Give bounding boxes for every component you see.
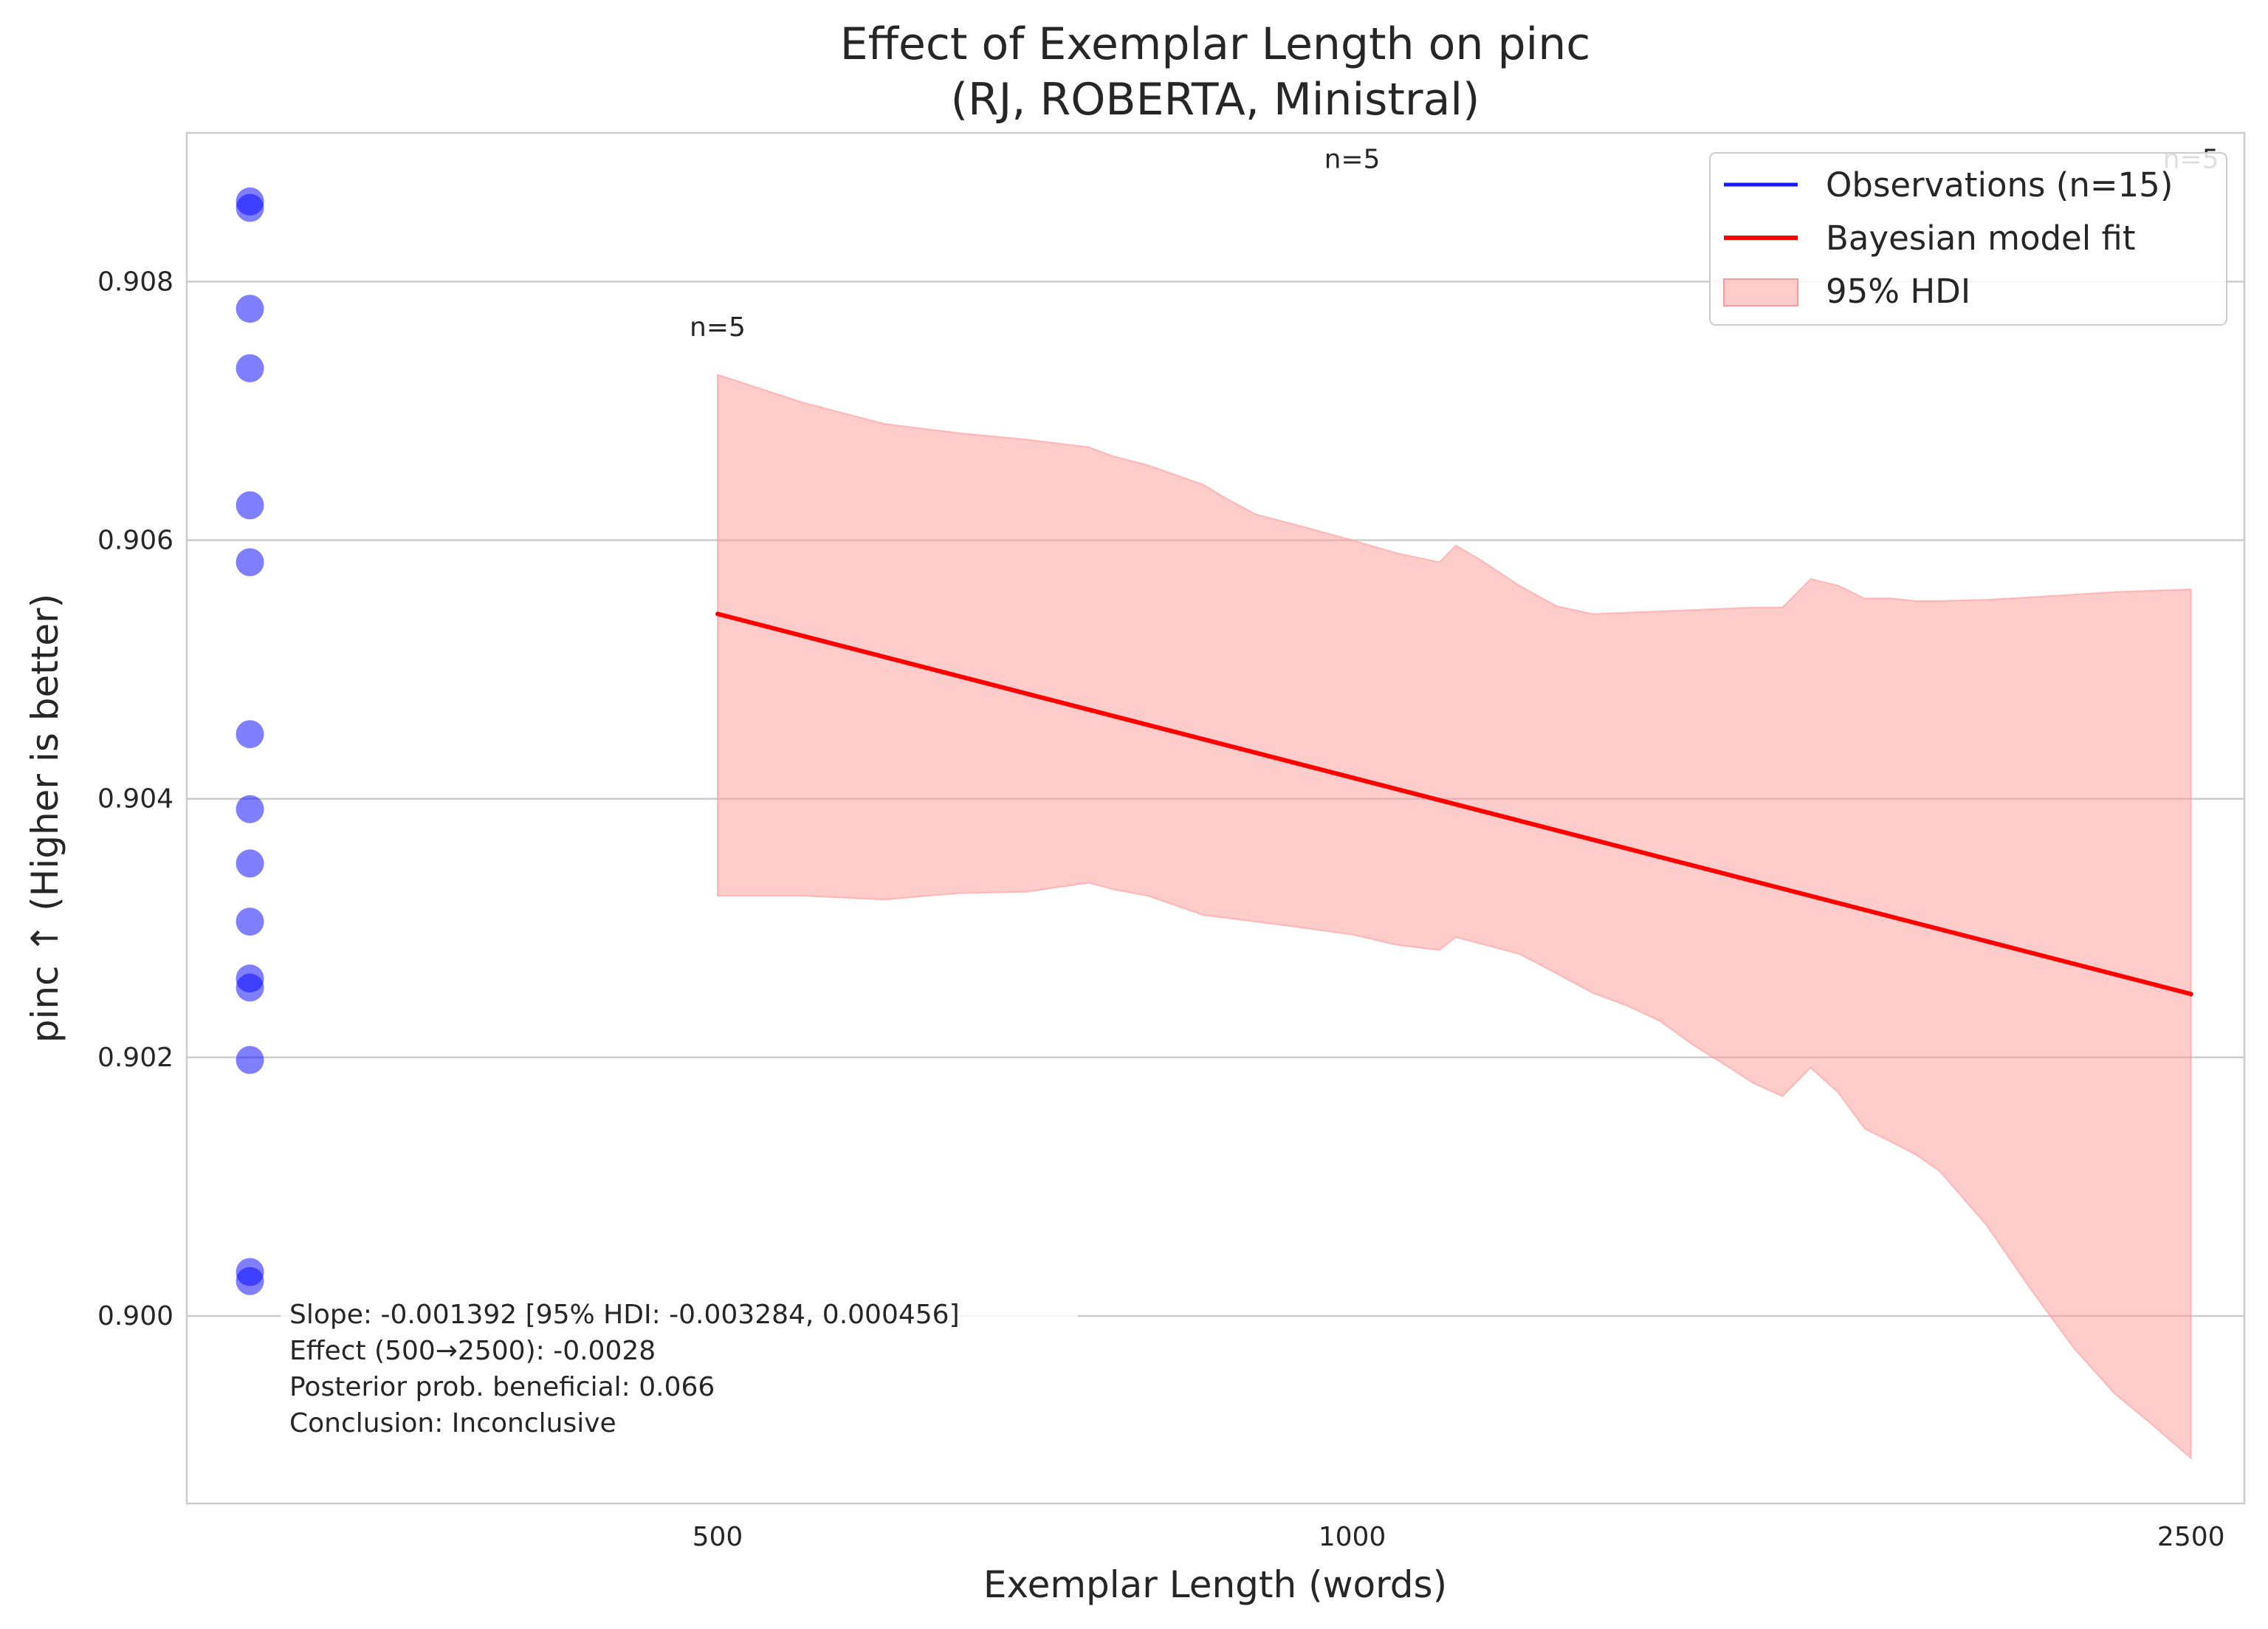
chart-title: Effect of Exemplar Length on pinc [840, 18, 1590, 70]
fit-line-layer [715, 611, 2193, 997]
legend-hdi-swatch [1723, 278, 1798, 306]
y-axis-label: pinc ↑ (Higher is better) [24, 594, 66, 1043]
hdi-band [717, 374, 2192, 1460]
observation-point [236, 295, 264, 323]
count-annotation: n=5 [1324, 144, 1381, 174]
fit-line [715, 611, 2193, 997]
observation-point [236, 795, 264, 823]
chart-subtitle: (RJ, ROBERTA, Ministral) [951, 74, 1480, 126]
legend-observations-label: Observations (n=15) [1826, 165, 2173, 205]
tick-labels: 0.900 0.902 0.904 0.906 0.908 500 1000 2500 [97, 267, 2225, 1552]
observation-point [236, 354, 264, 383]
plot-frame [185, 131, 2246, 1505]
stats-line-slope: Slope: -0.001392 [95% HDI: -0.003284, 0.… [289, 1300, 960, 1330]
y-tick-label: 0.908 [97, 267, 173, 297]
observation-point [236, 908, 264, 936]
y-tick-label: 0.902 [97, 1043, 173, 1073]
observation-points [236, 187, 264, 1295]
observation-point [236, 491, 264, 520]
observation-point [236, 548, 264, 577]
observation-point [236, 193, 264, 222]
x-tick-label: 500 [693, 1522, 743, 1552]
legend-fit-label: Bayesian model fit [1826, 219, 2136, 258]
hdi-band-layer [717, 374, 2192, 1460]
x-tick-label: 1000 [1319, 1522, 1386, 1552]
stats-line-conclusion: Conclusion: Inconclusive [289, 1408, 616, 1438]
observation-point [236, 1046, 264, 1074]
stats-line-effect: Effect (500→2500): -0.0028 [289, 1336, 656, 1366]
legend-hdi-label: 95% HDI [1826, 272, 1970, 311]
legend: Observations (n=15) Bayesian model fit 9… [1709, 152, 2227, 326]
x-tick-label: 2500 [2157, 1522, 2225, 1552]
x-axis-label: Exemplar Length (words) [983, 1563, 1447, 1606]
stats-box: Slope: -0.001392 [95% HDI: -0.003284, 0.… [281, 1296, 1078, 1447]
count-annotation: n=5 [690, 312, 746, 343]
stats-line-posterior: Posterior prob. beneficial: 0.066 [289, 1372, 715, 1402]
legend-frame [1709, 152, 2227, 326]
observation-point [236, 1266, 264, 1295]
stats-box-background [281, 1296, 1078, 1447]
observation-point [236, 973, 264, 1002]
y-tick-label: 0.904 [97, 784, 173, 814]
observation-point [236, 720, 264, 749]
y-tick-label: 0.900 [97, 1301, 173, 1331]
observation-point [236, 849, 264, 878]
y-tick-label: 0.906 [97, 526, 173, 556]
